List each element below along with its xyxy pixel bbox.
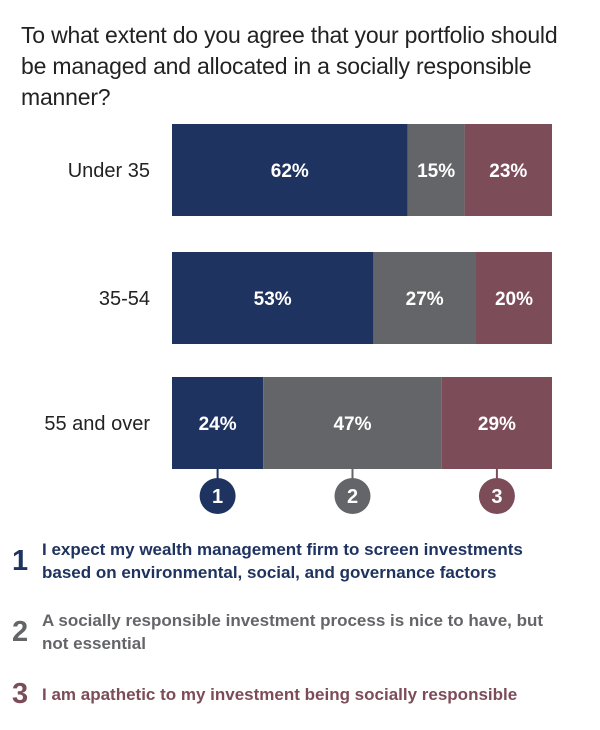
stacked-bar-chart: Under 35 62% 15% 23% 35-54 53% 27% 20% 55 and ov… xyxy=(44,124,552,514)
legend-item-2: 2 A socially responsible investment proc… xyxy=(12,609,592,655)
legend-text-1: I expect my wealth management firm to sc… xyxy=(42,540,523,582)
marker-number: 1 xyxy=(212,486,223,508)
legend-number-1: 1 xyxy=(12,544,29,577)
bar-segment xyxy=(441,377,552,469)
bar-segment xyxy=(464,124,552,216)
data-label: 27% xyxy=(406,289,444,310)
legend-number-2: 2 xyxy=(12,615,29,648)
marker-circle xyxy=(334,478,371,514)
data-label: 47% xyxy=(333,414,371,435)
bar-segment xyxy=(172,377,264,469)
legend-text-3: I am apathetic to my investment being so… xyxy=(42,685,518,704)
bar-segment xyxy=(373,252,476,344)
category-label: 35-54 xyxy=(99,288,150,310)
data-label: 15% xyxy=(417,161,455,182)
data-label: 24% xyxy=(199,414,237,435)
marker-number: 2 xyxy=(347,486,358,508)
bar-segment xyxy=(476,252,552,344)
bar-segment xyxy=(172,252,374,344)
data-label: 53% xyxy=(254,289,292,310)
data-label: 62% xyxy=(271,161,309,182)
bar-segment xyxy=(407,124,465,216)
legend-item-1: 1 I expect my wealth management firm to … xyxy=(12,538,592,584)
category-label: 55 and over xyxy=(44,413,150,435)
category-label: Under 35 xyxy=(68,160,150,182)
data-label: 23% xyxy=(489,161,527,182)
legend-number-3: 3 xyxy=(12,678,29,710)
data-label: 29% xyxy=(478,414,516,435)
marker-circle xyxy=(478,478,515,514)
bar-segment xyxy=(263,377,442,469)
bar-segment xyxy=(172,124,408,216)
chart-title: To what extent do you agree that your po… xyxy=(21,22,558,110)
marker-number: 3 xyxy=(491,486,502,508)
marker-circle xyxy=(199,478,236,514)
legend-item-3: 3 I am apathetic to my investment being … xyxy=(12,678,592,711)
legend-text-2: A socially responsible investment proces… xyxy=(42,611,544,653)
data-label: 20% xyxy=(495,289,533,310)
